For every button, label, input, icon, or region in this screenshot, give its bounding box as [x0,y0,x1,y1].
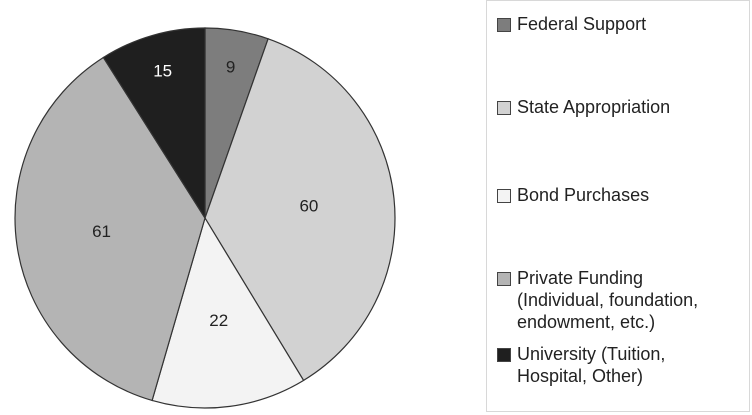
pie-slice [102,27,206,221]
data-label: 61 [92,222,111,241]
legend-label: Private Funding (Individual, foundation,… [517,268,699,332]
legend-item: Federal Support [497,13,646,35]
legend-swatch [497,348,511,362]
legend-swatch [497,101,511,115]
chart: 9 60 22 61 15 [14,27,396,409]
legend-swatch [497,272,511,286]
legend-item: State Appropriation [497,96,670,118]
legend-item: Private Funding (Individual, foundation,… [497,267,698,333]
legend-swatch [497,189,511,203]
data-label: 22 [209,311,228,330]
legend: Federal Support State Appropriation Bond P… [486,0,750,412]
data-label: 9 [226,58,235,77]
legend-item: Bond Purchases [497,184,649,206]
data-label: 60 [299,197,318,216]
legend-swatch [497,18,511,32]
legend-label: University (Tuition, Hospital, Other) [517,344,666,386]
data-label: 15 [153,61,172,80]
pie-slice [151,216,305,409]
legend-label: Bond Purchases [517,185,650,205]
legend-label: Federal Support [517,14,647,34]
pie-slice [204,38,396,382]
legend-label: State Appropriation [517,97,671,117]
legend-item: University (Tuition, Hospital, Other) [497,343,665,387]
